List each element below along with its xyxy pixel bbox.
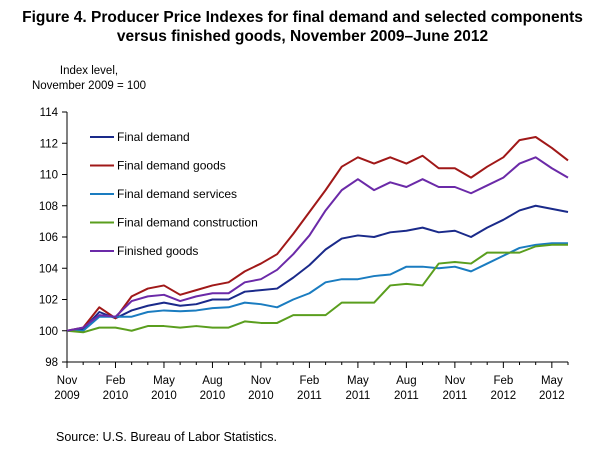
y-tick-label-106: 106	[39, 232, 58, 244]
x-tick-label-10-year: 2012	[539, 390, 565, 402]
x-tick-label-9-year: 2012	[491, 390, 517, 402]
x-tick-label-3-month: Aug	[202, 375, 222, 387]
y-axis-label: Index level, November 2009 = 100	[14, 64, 164, 94]
x-tick-label-7-month: Aug	[396, 375, 416, 387]
x-tick-label-6-year: 2011	[346, 390, 371, 402]
y-tick-label-114: 114	[40, 107, 59, 119]
legend-label-final-demand-goods: Final demand goods	[117, 159, 226, 173]
series-line-final-demand-construction	[66, 243, 568, 334]
x-tick-label-4-year: 2010	[248, 390, 274, 402]
x-tick-label-2-year: 2010	[151, 390, 177, 402]
x-tick-label-10-month: May	[541, 375, 563, 387]
y-tick-label-108: 108	[39, 201, 58, 213]
x-tick-label-8-year: 2011	[443, 390, 468, 402]
chart-title: Figure 4. Producer Price Indexes for fin…	[0, 8, 605, 46]
y-tick-label-110: 110	[40, 170, 58, 182]
x-tick-label-6-month: May	[347, 375, 369, 387]
x-tick-label-9-month: Feb	[493, 375, 513, 387]
y-tick-label-98: 98	[45, 357, 58, 369]
source-note: Source: U.S. Bureau of Labor Statistics.	[56, 430, 277, 444]
x-tick-label-2-month: May	[153, 375, 175, 387]
y-tick-label-112: 112	[40, 138, 58, 150]
series-line-finished-goods	[66, 156, 569, 332]
y-tick-label-100: 100	[39, 326, 58, 338]
x-tick-label-0-year: 2009	[54, 390, 80, 402]
series-line-final-demand	[66, 204, 569, 332]
legend-label-final-demand-services: Final demand services	[117, 187, 237, 201]
y-tick-label-102: 102	[39, 295, 58, 307]
x-tick-label-3-year: 2010	[200, 390, 226, 402]
x-tick-label-5-month: Feb	[300, 375, 320, 387]
y-axis-label-line1: Index level,	[59, 65, 119, 77]
legend-label-final-demand: Final demand	[117, 130, 190, 144]
x-tick-label-5-year: 2011	[297, 390, 322, 402]
x-tick-label-7-year: 2011	[394, 390, 419, 402]
legend-label-finished-goods: Finished goods	[117, 244, 198, 258]
chart-title-line2: versus finished goods, November 2009–Jun…	[116, 28, 489, 45]
chart-title-line1: Figure 4. Producer Price Indexes for fin…	[22, 9, 583, 26]
x-tick-label-8-month: Nov	[445, 375, 466, 387]
series-line-final-demand-services	[67, 242, 568, 332]
legend-label-final-demand-construction: Final demand construction	[117, 216, 258, 230]
x-tick-label-4-month: Nov	[251, 375, 272, 387]
x-tick-label-1-year: 2010	[103, 390, 129, 402]
series-line-final-demand-goods	[66, 136, 569, 332]
y-tick-label-104: 104	[39, 263, 59, 275]
x-tick-label-1-month: Feb	[106, 375, 126, 387]
x-tick-label-0-month: Nov	[57, 375, 78, 387]
y-axis-label-line2: November 2009 = 100	[31, 80, 147, 92]
